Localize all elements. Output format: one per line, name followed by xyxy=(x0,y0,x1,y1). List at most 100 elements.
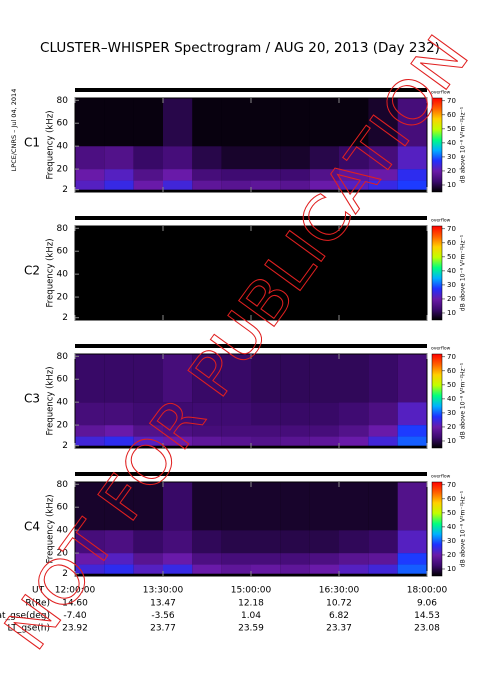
colorbar xyxy=(431,481,443,577)
ephemeris-value: 23.08 xyxy=(414,624,440,634)
heatmap-cell xyxy=(309,402,339,426)
heatmap-cell xyxy=(368,180,398,190)
heatmap-cell xyxy=(75,436,105,446)
colorbar-tick-label: 10 xyxy=(447,181,456,189)
heatmap-cell xyxy=(75,482,105,531)
heatmap-cell xyxy=(192,564,222,574)
heatmap-cell xyxy=(75,180,105,190)
y-tick-label: 60 xyxy=(57,119,69,129)
colorbar-top-label: overflow xyxy=(431,90,451,96)
heatmap-cell xyxy=(251,274,281,298)
heatmap-cell xyxy=(251,354,281,403)
heatmap-cell xyxy=(133,98,163,147)
heatmap-cell xyxy=(368,308,398,318)
heatmap-cell xyxy=(339,169,369,181)
heatmap-cell xyxy=(280,98,310,147)
ephemeris-label: R(Re) xyxy=(25,599,50,609)
heatmap-cell xyxy=(397,354,427,403)
heatmap-cell xyxy=(221,402,251,426)
colorbar-tick-label: 20 xyxy=(447,167,456,175)
heatmap-cell xyxy=(368,530,398,554)
heatmap-cell xyxy=(339,98,369,147)
y-tick-label: 40 xyxy=(57,526,69,536)
x-tick-label: 15:00:00 xyxy=(231,586,272,596)
heatmap-cell xyxy=(251,226,281,275)
heatmap-cell xyxy=(339,180,369,190)
y-tick-label: 2 xyxy=(62,569,68,579)
y-tick-label: 80 xyxy=(57,96,69,106)
heatmap-cell xyxy=(280,146,310,170)
heatmap-cell xyxy=(75,425,105,437)
heatmap-cell xyxy=(221,553,251,565)
heatmap-cell xyxy=(397,180,427,190)
heatmap-cell xyxy=(251,482,281,531)
colorbar-tick-label: 60 xyxy=(447,239,456,247)
heatmap-cell xyxy=(251,308,281,318)
heatmap-cell xyxy=(221,297,251,309)
heatmap-cell xyxy=(133,553,163,565)
heatmap-cell xyxy=(339,482,369,531)
heatmap-cell xyxy=(397,564,427,574)
heatmap-cell xyxy=(104,564,134,574)
heatmap-cell xyxy=(104,553,134,565)
heatmap-cell xyxy=(163,402,193,426)
heatmap-cell xyxy=(368,564,398,574)
heatmap-cell xyxy=(368,482,398,531)
heatmap-cell xyxy=(251,180,281,190)
heatmap-cell xyxy=(104,482,134,531)
heatmap-cell xyxy=(104,146,134,170)
heatmap-cell xyxy=(163,226,193,275)
heatmap-cell xyxy=(368,98,398,147)
heatmap-cell xyxy=(309,98,339,147)
heatmap-cell xyxy=(104,98,134,147)
heatmap-cell xyxy=(339,226,369,275)
heatmap-cell xyxy=(133,436,163,446)
heatmap-cell xyxy=(163,553,193,565)
heatmap-cell xyxy=(221,146,251,170)
colorbar xyxy=(431,353,443,449)
heatmap-cell xyxy=(280,354,310,403)
panel-bar xyxy=(75,344,427,348)
heatmap-cell xyxy=(397,425,427,437)
y-tick-label: 2 xyxy=(62,441,68,451)
heatmap-cell xyxy=(104,180,134,190)
heatmap-cell xyxy=(104,274,134,298)
panel-label: C1 xyxy=(24,136,40,150)
y-tick-label: 20 xyxy=(57,293,69,303)
heatmap-cell xyxy=(309,274,339,298)
heatmap-cell xyxy=(133,564,163,574)
heatmap-cell xyxy=(309,553,339,565)
heatmap-cell xyxy=(251,436,281,446)
ephemeris-label: Lat_gse(deg) xyxy=(0,611,50,621)
colorbar-tick-label: 50 xyxy=(447,381,456,389)
heatmap-cell xyxy=(163,297,193,309)
heatmap-cell xyxy=(397,530,427,554)
heatmap-cell xyxy=(75,226,105,275)
colorbar xyxy=(431,225,443,321)
heatmap-cell xyxy=(309,354,339,403)
heatmap-cell xyxy=(133,354,163,403)
y-tick-label: 40 xyxy=(57,398,69,408)
colorbar-tick-label: 40 xyxy=(447,139,456,147)
heatmap-cell xyxy=(251,146,281,170)
heatmap-cell xyxy=(104,169,134,181)
heatmap-cell xyxy=(104,402,134,426)
colorbar xyxy=(431,97,443,193)
heatmap-cell xyxy=(104,226,134,275)
heatmap-cell xyxy=(280,553,310,565)
colorbar-top-label: overflow xyxy=(431,474,451,480)
heatmap-cell xyxy=(251,98,281,147)
heatmap-cell xyxy=(163,564,193,574)
heatmap-cell xyxy=(221,530,251,554)
heatmap-cell xyxy=(397,146,427,170)
heatmap-cell xyxy=(280,564,310,574)
heatmap-cell xyxy=(368,169,398,181)
heatmap-cell xyxy=(192,146,222,170)
heatmap-cell xyxy=(192,482,222,531)
heatmap-cell xyxy=(192,226,222,275)
heatmap-cell xyxy=(104,425,134,437)
heatmap-cell xyxy=(280,169,310,181)
colorbar-label: dB above 10⁻⁸ V²m⁻²Hz⁻¹ xyxy=(460,234,467,311)
heatmap-cell xyxy=(163,436,193,446)
x-tick-label: 13:30:00 xyxy=(143,586,184,596)
